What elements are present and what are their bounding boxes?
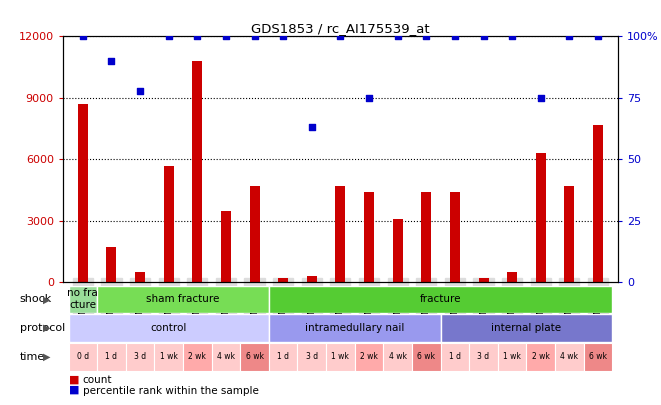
Text: 1 wk: 1 wk — [331, 352, 350, 361]
Bar — [69, 286, 97, 313]
Bar — [421, 192, 431, 282]
Bar — [507, 272, 517, 282]
Bar — [593, 125, 603, 282]
Bar — [498, 343, 526, 371]
Bar — [412, 343, 441, 371]
Point — [478, 33, 488, 40]
Text: 2 wk: 2 wk — [532, 352, 550, 361]
Point — [593, 33, 603, 40]
Bar — [135, 272, 145, 282]
Point — [77, 33, 88, 40]
Bar — [240, 343, 269, 371]
Point — [449, 33, 460, 40]
Bar — [78, 104, 88, 282]
Bar — [183, 343, 212, 371]
Bar — [269, 343, 297, 371]
Text: ■: ■ — [69, 385, 80, 395]
Point — [221, 33, 231, 40]
Bar — [555, 343, 584, 371]
Text: intramedullary nail: intramedullary nail — [305, 323, 405, 333]
Point — [192, 33, 203, 40]
Text: 4 wk: 4 wk — [561, 352, 578, 361]
Text: 2 wk: 2 wk — [188, 352, 206, 361]
Point — [135, 87, 145, 94]
Point — [364, 95, 374, 101]
Point — [278, 33, 288, 40]
Bar — [250, 186, 260, 282]
Bar — [69, 343, 97, 371]
Point — [393, 33, 403, 40]
Text: 0 d: 0 d — [77, 352, 89, 361]
Text: ■: ■ — [69, 374, 80, 384]
Bar — [212, 343, 240, 371]
Text: 6 wk: 6 wk — [245, 352, 264, 361]
Bar — [393, 219, 403, 282]
Point — [564, 33, 574, 40]
Text: 1 wk: 1 wk — [160, 352, 178, 361]
Bar — [69, 314, 269, 342]
Bar — [278, 278, 288, 282]
Bar — [97, 343, 126, 371]
Text: internal plate: internal plate — [491, 323, 561, 333]
Bar — [364, 192, 374, 282]
Bar — [192, 61, 202, 282]
Bar — [221, 211, 231, 282]
Text: ▶: ▶ — [42, 352, 50, 362]
Text: protocol: protocol — [20, 323, 65, 333]
Bar — [97, 286, 269, 313]
Text: 3 d: 3 d — [134, 352, 146, 361]
Text: sham fracture: sham fracture — [146, 294, 219, 304]
Bar — [164, 166, 174, 282]
Bar — [326, 343, 355, 371]
Bar — [269, 286, 612, 313]
Point — [249, 33, 260, 40]
Title: GDS1853 / rc_AI175539_at: GDS1853 / rc_AI175539_at — [251, 22, 430, 35]
Text: 1 d: 1 d — [277, 352, 289, 361]
Bar — [441, 343, 469, 371]
Text: fracture: fracture — [420, 294, 461, 304]
Point — [335, 33, 346, 40]
Bar — [297, 343, 326, 371]
Point — [106, 58, 117, 64]
Point — [307, 124, 317, 131]
Point — [535, 95, 546, 101]
Bar — [335, 186, 346, 282]
Bar — [383, 343, 412, 371]
Text: 2 wk: 2 wk — [360, 352, 378, 361]
Bar — [584, 343, 612, 371]
Text: 3 d: 3 d — [477, 352, 490, 361]
Text: 6 wk: 6 wk — [417, 352, 436, 361]
Bar — [536, 153, 546, 282]
Text: 1 d: 1 d — [106, 352, 118, 361]
Point — [507, 33, 518, 40]
Bar — [355, 343, 383, 371]
Bar — [155, 343, 183, 371]
Text: count: count — [83, 375, 112, 385]
Bar — [526, 343, 555, 371]
Bar — [564, 186, 574, 282]
Bar — [441, 314, 612, 342]
Point — [421, 33, 432, 40]
Text: no fra
cture: no fra cture — [67, 288, 98, 310]
Bar — [469, 343, 498, 371]
Text: ▶: ▶ — [42, 294, 50, 304]
Text: percentile rank within the sample: percentile rank within the sample — [83, 386, 258, 396]
Text: shock: shock — [20, 294, 52, 304]
Text: control: control — [151, 323, 187, 333]
Bar — [269, 314, 441, 342]
Bar — [106, 247, 116, 282]
Point — [163, 33, 174, 40]
Text: 1 wk: 1 wk — [503, 352, 521, 361]
Text: 3 d: 3 d — [306, 352, 318, 361]
Text: ▶: ▶ — [42, 323, 50, 333]
Bar — [479, 278, 488, 282]
Text: time: time — [20, 352, 45, 362]
Bar — [450, 192, 460, 282]
Text: 4 wk: 4 wk — [389, 352, 407, 361]
Text: 4 wk: 4 wk — [217, 352, 235, 361]
Text: 6 wk: 6 wk — [589, 352, 607, 361]
Bar — [307, 276, 317, 282]
Text: 1 d: 1 d — [449, 352, 461, 361]
Bar — [126, 343, 155, 371]
